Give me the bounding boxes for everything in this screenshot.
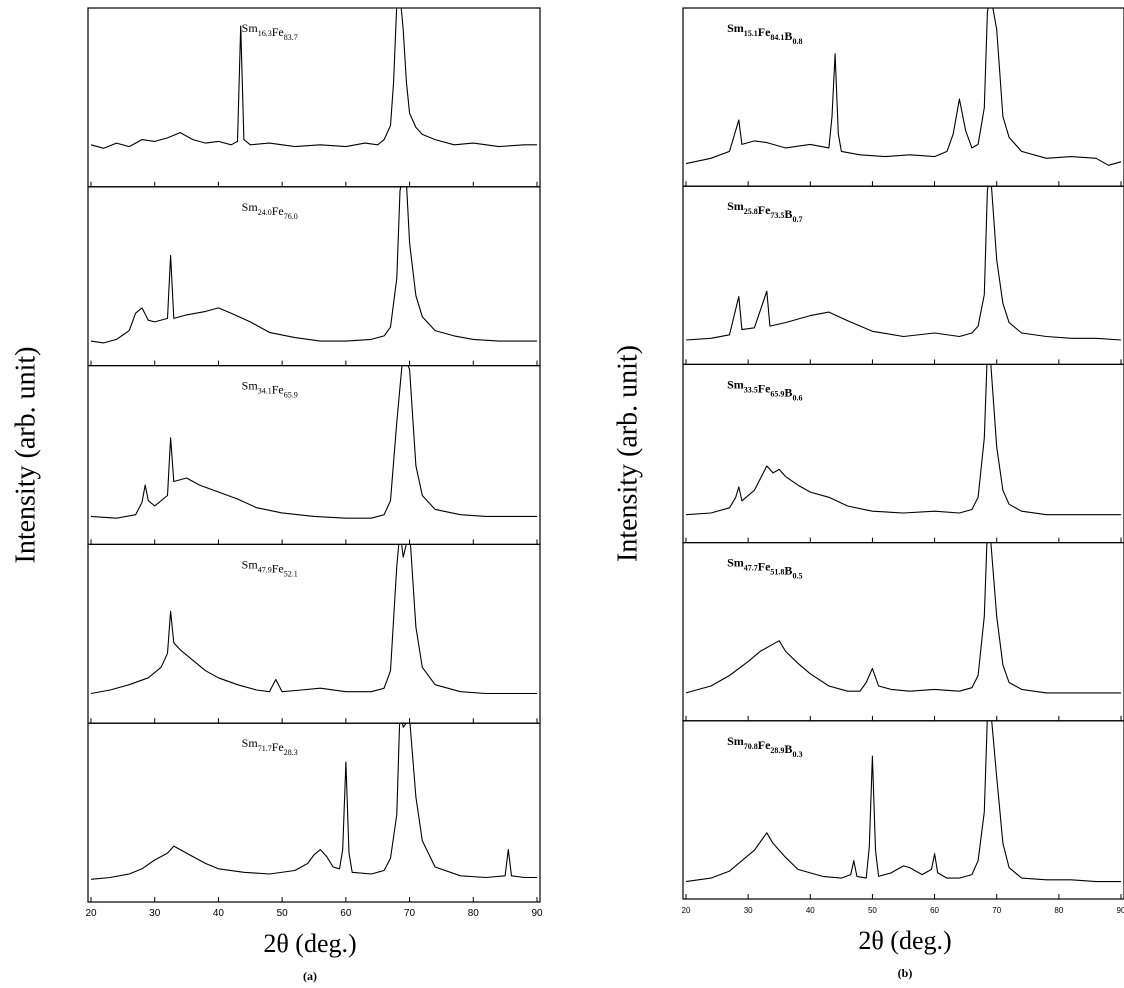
subplot-frame bbox=[682, 720, 1124, 900]
x-tick-label: 40 bbox=[213, 908, 225, 919]
subplot-frame bbox=[87, 365, 541, 546]
x-tick-label: 30 bbox=[149, 908, 161, 919]
caption: (a) bbox=[303, 969, 317, 983]
x-tick-label: 60 bbox=[930, 906, 939, 915]
xrd-trace bbox=[685, 364, 1121, 516]
x-tick-label: 90 bbox=[1117, 906, 1124, 915]
y-axis-label: Intensity (arb. unit) bbox=[10, 347, 41, 564]
series-label: Sm15.1Fe84.1B0.8 bbox=[727, 21, 802, 46]
subplot-frame bbox=[87, 722, 541, 903]
series-label: Sm25.8Fe73.5B0.7 bbox=[727, 199, 802, 224]
x-tick-label: 80 bbox=[468, 908, 480, 919]
subplot-frame bbox=[87, 543, 541, 724]
series-label: Sm70.8Fe28.9B0.3 bbox=[727, 734, 802, 759]
xrd-trace bbox=[90, 365, 537, 519]
x-axis-label: 2θ (deg.) bbox=[263, 929, 356, 958]
series-label: Sm33.5Fe65.9B0.6 bbox=[727, 377, 802, 402]
xrd-trace bbox=[90, 544, 537, 695]
x-tick-label: 70 bbox=[992, 906, 1001, 915]
series-label: Sm16.3Fe83.7 bbox=[242, 21, 298, 42]
xrd-trace bbox=[90, 8, 537, 149]
xrd-trace bbox=[90, 723, 537, 880]
x-tick-label: 50 bbox=[277, 908, 289, 919]
x-tick-label: 90 bbox=[531, 908, 543, 919]
series-label: Sm71.7Fe28.3 bbox=[242, 736, 298, 757]
xrd-trace bbox=[685, 186, 1122, 341]
x-tick-label: 60 bbox=[340, 908, 352, 919]
x-tick-label: 30 bbox=[744, 906, 753, 915]
caption: (b) bbox=[898, 966, 913, 980]
xrd-trace bbox=[90, 186, 537, 344]
series-label: Sm34.1Fe65.9 bbox=[242, 379, 298, 400]
x-tick-label: 20 bbox=[682, 906, 691, 915]
xrd-trace bbox=[685, 8, 1122, 166]
series-label: Sm47.9Fe52.1 bbox=[242, 557, 298, 578]
xrd-trace bbox=[685, 542, 1121, 694]
series-label: Sm47.7Fe51.8B0.5 bbox=[727, 556, 802, 581]
subplot-frame bbox=[87, 7, 541, 188]
x-tick-label: 70 bbox=[404, 908, 416, 919]
x-axis-label: 2θ (deg.) bbox=[858, 926, 951, 955]
x-tick-label: 40 bbox=[806, 906, 815, 915]
x-tick-label: 20 bbox=[85, 908, 97, 919]
x-tick-label: 50 bbox=[868, 906, 877, 915]
xrd-trace bbox=[685, 720, 1121, 883]
x-tick-label: 80 bbox=[1054, 906, 1063, 915]
series-label: Sm24.0Fe76.0 bbox=[242, 200, 298, 221]
y-axis-label: Intensity (arb. unit) bbox=[612, 345, 643, 562]
